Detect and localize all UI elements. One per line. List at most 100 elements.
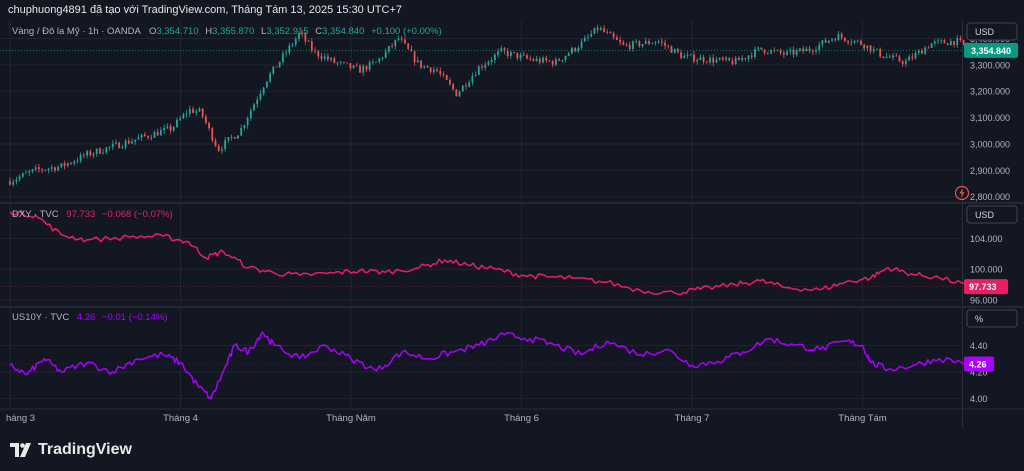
gold-candle-body bbox=[490, 60, 493, 62]
svg-text:US10Y · TVC 4.26 −: US10Y · TVC 4.26 −0.01 (−0.14%) bbox=[12, 312, 167, 323]
gold-candle-body bbox=[423, 65, 426, 68]
us10y-tick-label: 4.40 bbox=[970, 341, 988, 351]
svg-text:DXY · TVC 97.733 −: DXY · TVC 97.733 −0.068 (−0.07%) bbox=[12, 209, 173, 220]
tradingview-logo[interactable]: TradingView bbox=[10, 441, 132, 459]
gold-candle-body bbox=[176, 119, 178, 127]
gold-candle-body bbox=[28, 171, 31, 173]
gold-candle-body bbox=[603, 28, 605, 32]
dxy-unit-button[interactable]: USD bbox=[966, 205, 1018, 224]
dxy-legend[interactable]: DXY · TVC 97.733 −0.068 (−0.07%) bbox=[12, 209, 173, 220]
gold-candle-body bbox=[233, 137, 236, 139]
us10y-unit-button[interactable]: % bbox=[966, 309, 1018, 328]
gold-candle-body bbox=[124, 140, 127, 148]
gold-candle-body bbox=[866, 45, 869, 49]
gold-candle-body bbox=[217, 146, 220, 151]
gold-candle-body bbox=[368, 62, 371, 70]
gold-candle-body bbox=[349, 63, 352, 69]
gold-low-label: L bbox=[261, 26, 266, 37]
gold-candle-body bbox=[388, 45, 390, 52]
gold-candle-body bbox=[882, 56, 885, 58]
gold-change: +0.100 (+0.00%) bbox=[371, 26, 442, 37]
gold-candle-body bbox=[587, 36, 589, 38]
gold-candle-body bbox=[118, 142, 121, 149]
gold-candle-body bbox=[619, 39, 622, 43]
gold-candle-body bbox=[538, 58, 541, 63]
gold-open-label: O bbox=[149, 26, 156, 37]
gold-tick-label: 2,900.000 bbox=[970, 166, 1010, 176]
gold-candle-body bbox=[375, 61, 377, 63]
gold-candle-body bbox=[895, 55, 898, 57]
gold-candle-body bbox=[25, 172, 27, 174]
gold-candle-body bbox=[529, 58, 532, 60]
gold-candle-body bbox=[725, 57, 727, 60]
gold-candle-body bbox=[198, 108, 201, 112]
gold-candle-body bbox=[336, 62, 339, 64]
time-axis[interactable]: háng 3 Tháng 4 Tháng Năm Tháng 6 Tháng 7 Thán… bbox=[6, 413, 887, 424]
gold-candle-body bbox=[95, 148, 98, 154]
gold-candle-body bbox=[192, 108, 194, 113]
gold-candle-body bbox=[949, 41, 952, 46]
gold-candle-body bbox=[166, 126, 169, 128]
gold-candle-body bbox=[179, 118, 182, 120]
gold-legend[interactable]: Vàng / Đô la Mỹ · 1h · OANDA O3,354.710 … bbox=[12, 26, 442, 37]
gold-candle-body bbox=[429, 67, 432, 72]
gold-candle-body bbox=[471, 75, 474, 83]
svg-text:Vàng / Đô la Mỹ · 1h · OANDA: Vàng / Đô la Mỹ · 1h · OANDA O3,354.710 … bbox=[12, 26, 442, 37]
gold-candle-body bbox=[792, 49, 795, 55]
gold-candle-body bbox=[147, 136, 149, 138]
gold-candle-body bbox=[47, 168, 50, 171]
chart-area[interactable]: 3,400.0003,300.0003,200.0003,100.0003,00… bbox=[0, 20, 1024, 428]
gold-candle-body bbox=[326, 56, 329, 60]
gold-candle-body bbox=[108, 146, 111, 148]
gold-candle-body bbox=[163, 127, 166, 131]
gold-unit-button[interactable]: USD bbox=[966, 22, 1018, 41]
gold-candle-body bbox=[615, 37, 618, 40]
us10y-legend-value: 4.26 bbox=[77, 312, 96, 323]
gold-candle-body bbox=[76, 160, 79, 162]
us10y-legend[interactable]: US10Y · TVC 4.26 −0.01 (−0.14%) bbox=[12, 312, 167, 323]
gold-candle-body bbox=[664, 42, 666, 46]
gold-candle-body bbox=[285, 52, 288, 54]
gold-candle-body bbox=[426, 65, 429, 68]
gold-candle-body bbox=[394, 39, 397, 47]
gold-candle-body bbox=[221, 149, 223, 151]
gold-candle-body bbox=[510, 52, 512, 56]
gold-candle-body bbox=[140, 134, 143, 138]
gold-candle-body bbox=[317, 50, 320, 57]
gold-candle-body bbox=[256, 99, 259, 105]
gold-candle-body bbox=[359, 65, 361, 73]
gold-tick-label: 2,800.000 bbox=[970, 192, 1010, 202]
gold-candle-body bbox=[564, 55, 567, 60]
gold-candle-body bbox=[802, 48, 805, 52]
gold-candle-body bbox=[413, 51, 416, 63]
gold-candle-body bbox=[477, 66, 480, 75]
gold-candle-body bbox=[102, 152, 105, 154]
chart-caption: chuphuong4891 đã tạo với TradingView.com… bbox=[8, 4, 403, 16]
time-tick-label: Tháng 4 bbox=[163, 413, 198, 424]
gold-candle-body bbox=[904, 60, 907, 65]
gold-candle-body bbox=[542, 57, 544, 63]
lightning-icon[interactable] bbox=[954, 185, 970, 201]
gold-candle-body bbox=[474, 74, 477, 76]
gold-candle-body bbox=[449, 80, 451, 85]
gold-candle-body bbox=[718, 57, 721, 60]
gold-candle-body bbox=[933, 41, 936, 44]
gold-candle-body bbox=[21, 173, 24, 177]
gold-candle-body bbox=[131, 141, 133, 144]
gold-candle-body bbox=[937, 40, 939, 42]
gold-candle-body bbox=[99, 148, 101, 154]
gold-candle-body bbox=[89, 151, 92, 156]
gold-candle-body bbox=[599, 28, 602, 30]
gold-candle-body bbox=[805, 48, 808, 52]
gold-candle-body bbox=[346, 62, 349, 64]
gold-candle-body bbox=[160, 130, 162, 136]
gold-candle-body bbox=[519, 54, 522, 59]
gold-candle-body bbox=[943, 40, 946, 44]
gold-candle-body bbox=[561, 59, 564, 61]
gold-candle-body bbox=[86, 151, 88, 156]
us10y-line-last-tag bbox=[964, 356, 994, 372]
gold-candle-body bbox=[323, 56, 326, 59]
gold-candle-body bbox=[840, 34, 843, 38]
dxy-tick-label: 96.000 bbox=[970, 295, 998, 305]
gold-candle-body bbox=[439, 70, 442, 74]
